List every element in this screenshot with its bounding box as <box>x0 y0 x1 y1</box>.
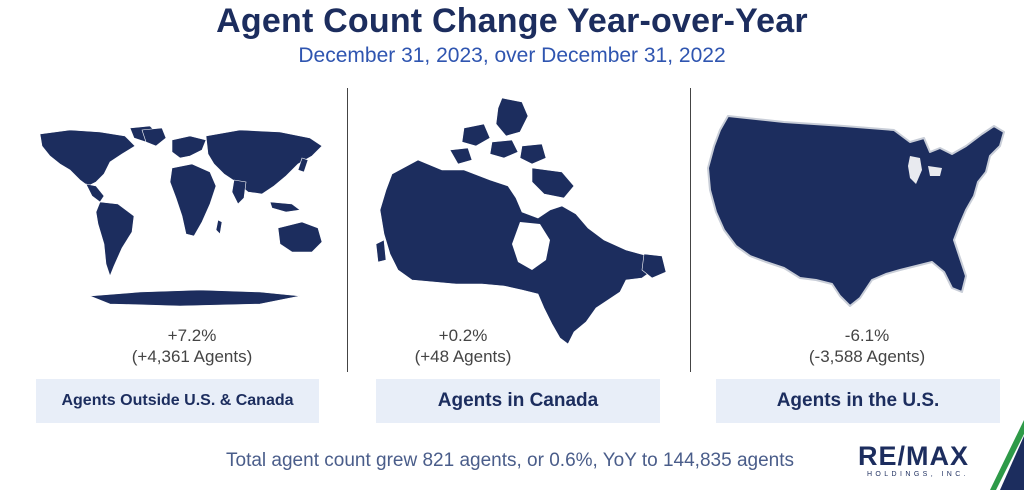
stat-agents: (+4,361 Agents) <box>131 347 253 366</box>
logo-wordmark: RE/MAX <box>858 441 970 471</box>
stat-agents: (-3,588 Agents) <box>808 347 926 366</box>
corner-accent-stripe <box>990 420 1024 490</box>
label-outside-us-canada: Agents Outside U.S. & Canada <box>36 379 319 423</box>
stat-agents: (+48 Agents) <box>414 347 512 366</box>
column-divider <box>347 88 348 372</box>
canada-map-icon <box>375 97 667 345</box>
stat-us: -6.1% (-3,588 Agents) <box>717 325 1017 367</box>
column-divider <box>690 88 691 372</box>
stat-outside: +7.2% (+4,361 Agents) <box>42 325 342 367</box>
page-subtitle: December 31, 2023, over December 31, 202… <box>298 44 726 67</box>
usa-map-icon <box>707 115 1005 307</box>
stat-change: +0.2% <box>438 326 488 345</box>
stat-change: +7.2% <box>167 326 217 345</box>
footer-summary: Total agent count grew 821 agents, or 0.… <box>226 450 794 471</box>
label-canada: Agents in Canada <box>376 379 660 423</box>
page-title: Agent Count Change Year-over-Year <box>216 2 808 40</box>
world-map-icon <box>39 125 323 307</box>
label-us: Agents in the U.S. <box>716 379 1000 423</box>
stat-change: -6.1% <box>844 326 890 345</box>
remax-holdings-logo: RE/MAX HOLDINGS, INC. <box>858 442 978 486</box>
stat-canada: +0.2% (+48 Agents) <box>313 325 613 367</box>
logo-subtext: HOLDINGS, INC. <box>866 471 970 478</box>
